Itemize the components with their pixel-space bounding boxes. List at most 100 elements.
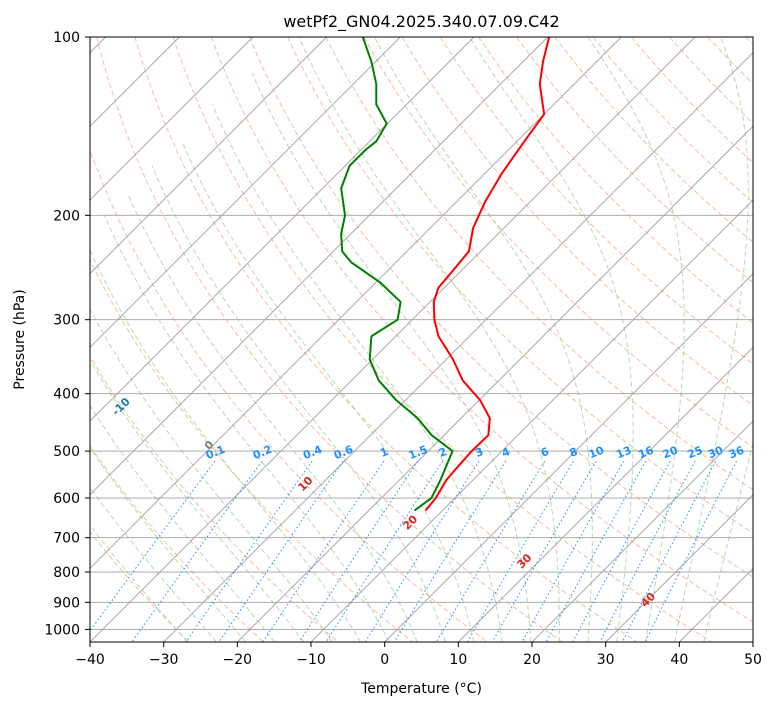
moist-adiabat-line: [211, 104, 503, 642]
dry-adiabat-line: [401, 37, 753, 406]
moist-adiabat-line: [587, 37, 685, 642]
x-tick-label: −10: [296, 652, 326, 668]
series-layer: [340, 37, 551, 512]
y-tick-label: 100: [53, 30, 80, 46]
isotherm-line: [90, 37, 475, 422]
moist-adiabat-line: [90, 486, 217, 642]
isotherm-line: [90, 37, 696, 642]
mixing-ratio-line: [545, 460, 647, 642]
mixing-ratio-line: [435, 460, 546, 642]
isotherm-line: [90, 37, 327, 275]
dry-adiabat-line: [134, 37, 638, 642]
dry-adiabat-line: [439, 37, 753, 365]
moist-adiabat-line: [90, 404, 276, 642]
mixing-ratio-label: 30: [706, 443, 725, 461]
y-tick-label: 300: [53, 313, 80, 329]
mixing-ratio-label: 3: [473, 445, 485, 460]
isotherm-line: [90, 37, 548, 496]
mixing-ratio-line: [644, 460, 737, 642]
dry-adiabat-line: [172, 37, 712, 642]
isotherm-line: [310, 199, 753, 642]
y-tick-label: 600: [53, 491, 80, 507]
x-tick-label: −40: [75, 652, 105, 668]
grid-layer: [90, 37, 753, 642]
moist-adiabat-line: [90, 308, 333, 642]
x-tick-label: 40: [670, 652, 688, 668]
x-tick-label: 20: [523, 652, 541, 668]
isotherm-line: [90, 37, 401, 348]
dry-adiabat-line: [287, 37, 753, 534]
moist-adiabat-line: [90, 359, 304, 642]
dry-adiabat-line: [554, 37, 753, 243]
mixing-ratio-line: [262, 460, 385, 642]
mixing-ratio-label: 10: [587, 443, 606, 461]
mixing-ratio-label: 36: [727, 443, 746, 461]
tick-layer: −40 −30 −20 −10 0 10 20 30 40 50 100 200 300 400 500 60…: [44, 30, 762, 668]
dry-adiabat-line: [516, 37, 753, 284]
moist-adiabat-line: [674, 37, 749, 642]
dry-adiabat-line: [90, 258, 414, 642]
y-tick-label: 1000: [44, 622, 80, 638]
mixing-ratio-label: 25: [686, 444, 705, 462]
x-tick-label: 50: [744, 652, 762, 668]
dewpoint-profile-line: [340, 37, 454, 512]
dry-adiabat-line: [630, 37, 753, 164]
dry-adiabat-line: [363, 37, 753, 448]
mixing-ratio-line: [364, 460, 480, 642]
isotherm-line: [605, 494, 753, 642]
moist-adiabat-line: [151, 165, 447, 642]
y-tick-label: 200: [53, 208, 80, 224]
x-tick-label: −20: [223, 652, 253, 668]
y-axis-label: Pressure (hPa): [12, 289, 28, 389]
mixing-ratio-line: [298, 460, 419, 642]
x-tick-label: 0: [380, 652, 389, 668]
y-tick-label: 900: [53, 595, 80, 611]
y-tick-label: 700: [53, 531, 80, 547]
dry-adiabat-line: [90, 445, 264, 642]
y-tick-label: 500: [53, 444, 80, 460]
mixing-ratio-label: 20: [661, 443, 680, 461]
moist-adiabat-line: [90, 447, 247, 642]
mixing-ratio-line: [393, 460, 507, 642]
plot-frame: [89, 36, 754, 643]
isotherm-line: [163, 52, 753, 642]
mixing-ratio-line: [325, 460, 444, 642]
moist-adiabat-line: [90, 249, 361, 642]
x-tick-label: 10: [449, 652, 467, 668]
x-axis-label: Temperature (°C): [360, 681, 482, 697]
y-tick-label: 400: [53, 387, 80, 403]
mixing-ratio-label: 1: [378, 445, 390, 460]
mixing-ratio-line: [572, 460, 671, 642]
mixing-ratio-label: 8: [568, 445, 580, 460]
x-tick-label: 30: [597, 652, 615, 668]
mixing-ratio-label: 16: [636, 443, 655, 461]
moist-adiabat-line: [90, 524, 188, 642]
mixing-ratio-label: 13: [614, 444, 633, 462]
isotherm-line: [384, 273, 753, 642]
moist-adiabat-line: [298, 37, 560, 642]
moist-adiabat-line: [103, 215, 390, 642]
dry-adiabat-line: [96, 37, 563, 642]
y-tick-label: 800: [53, 565, 80, 581]
chart-title: wetPf2_GN04.2025.340.07.09.C42: [283, 12, 559, 32]
isotherm-line: [237, 125, 753, 642]
dry-adiabat-line: [210, 37, 753, 623]
mixing-ratio-label: 2: [437, 445, 449, 460]
isotherm-line: [90, 37, 254, 201]
moist-adiabat-line: [127, 195, 418, 642]
moist-adiabat-line: [703, 441, 753, 642]
temperature-profile-line: [424, 37, 551, 512]
dry-adiabat-line: [90, 355, 339, 642]
mixing-ratio-line: [185, 460, 313, 642]
moist-adiabat-line: [374, 37, 593, 642]
mixing-ratio-line: [90, 460, 216, 632]
isotherm-line: [531, 420, 753, 642]
isotherm-line: [90, 37, 622, 569]
mixing-ratio-line: [599, 460, 696, 642]
isotherm-line: [458, 346, 753, 642]
mixing-ratio-line: [218, 460, 344, 642]
x-tick-label: −30: [149, 652, 179, 668]
